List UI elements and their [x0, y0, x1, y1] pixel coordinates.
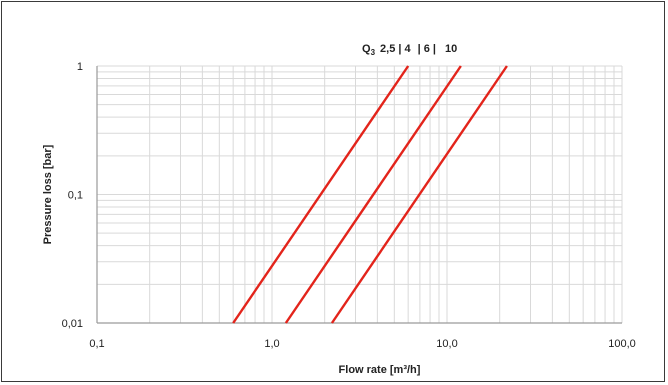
x-tick-label: 0,1: [89, 338, 104, 350]
grid: [96, 65, 623, 324]
series-line-3: [330, 65, 508, 324]
legend-item-2: | 6 |: [418, 43, 436, 55]
y-axis-title: Pressure loss [bar]: [42, 144, 54, 244]
series-line-2: [284, 65, 462, 324]
legend-item-3: 10: [445, 43, 457, 55]
legend-item-1: 2,5 | 4: [380, 43, 411, 55]
series-lines: [232, 65, 508, 324]
x-tick-label: 100,0: [608, 338, 636, 350]
y-tick-label: 0,1: [68, 190, 83, 202]
y-tick-label: 1: [77, 61, 83, 73]
x-tick-label: 1,0: [264, 338, 279, 350]
y-tick-label: 0,01: [62, 318, 83, 330]
x-tick-label: 10,0: [436, 338, 457, 350]
axes: [96, 66, 622, 324]
x-axis-title: Flow rate [m³/h]: [339, 364, 421, 376]
series-line-1: [232, 65, 410, 324]
legend-subscript: 3: [371, 48, 376, 57]
y-tick-labels: 0,01 0,1 1: [62, 61, 83, 330]
legend-prefix: Q: [362, 43, 371, 55]
x-tick-labels: 0,1 1,0 10,0 100,0: [89, 338, 635, 350]
legend: Q3 2,5 | 4 | 6 | 10: [362, 43, 457, 57]
